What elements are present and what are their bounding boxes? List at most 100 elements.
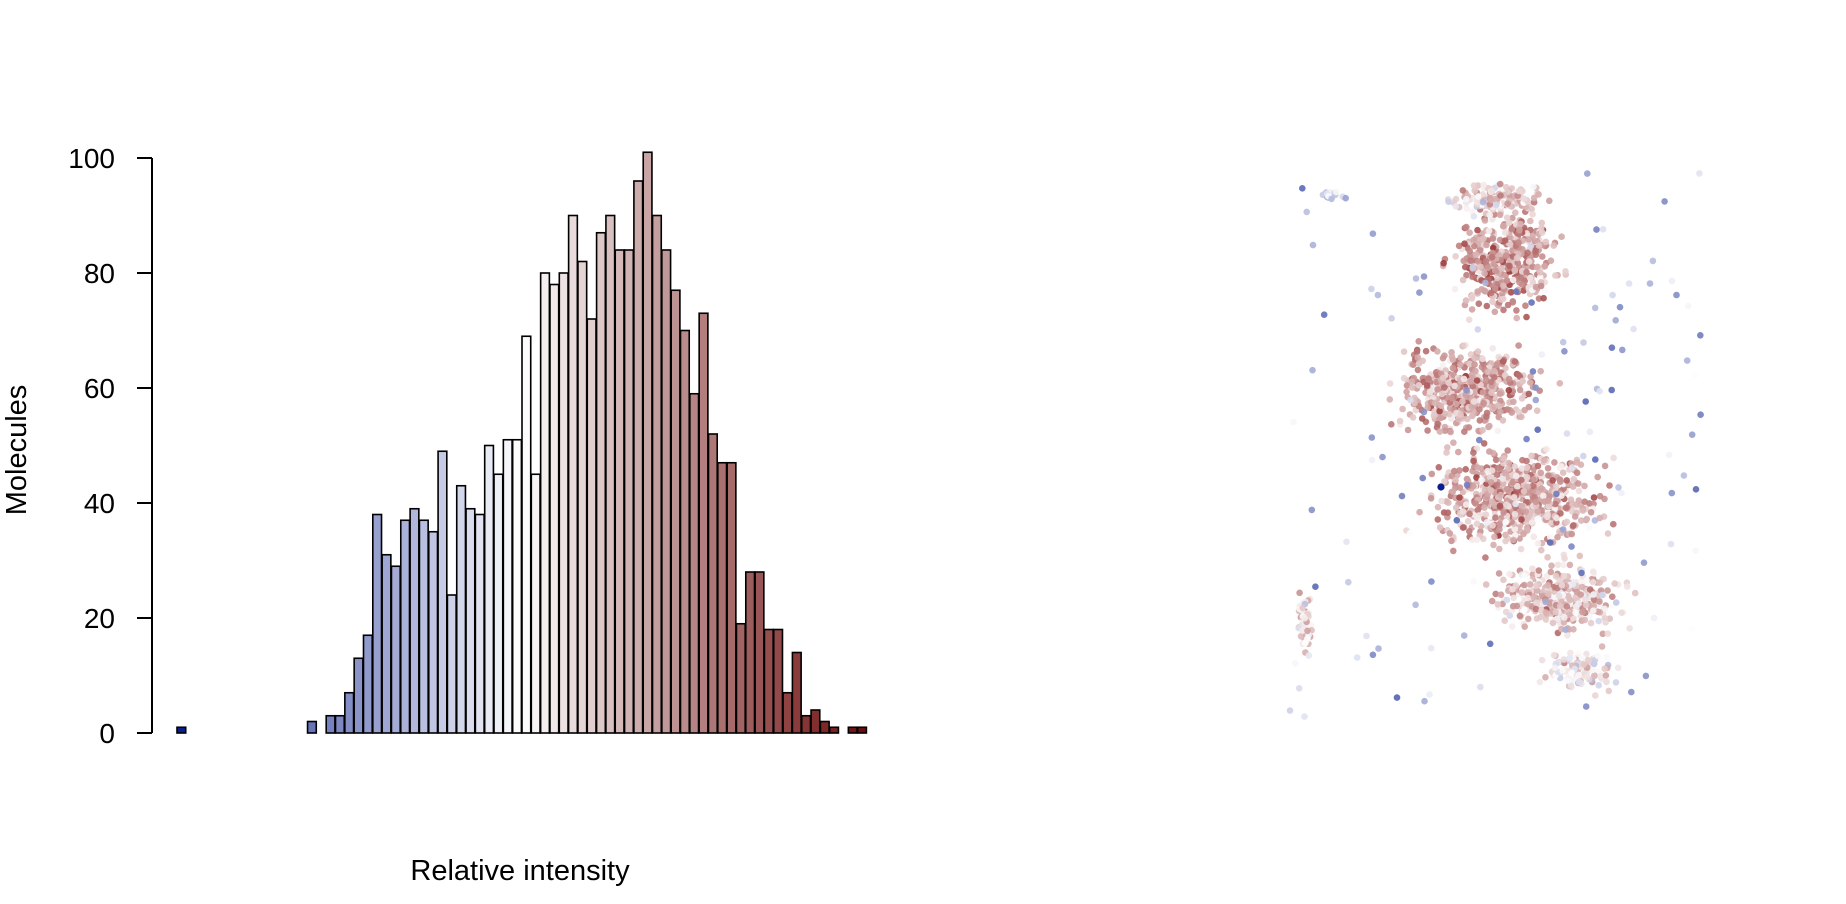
scatter-point xyxy=(1506,570,1513,578)
scatter-point xyxy=(1668,489,1676,497)
scatter-point xyxy=(1515,371,1522,379)
scatter-point xyxy=(1511,510,1519,518)
scatter-point xyxy=(1610,454,1617,462)
scatter-point xyxy=(1496,211,1504,219)
scatter-point xyxy=(1560,619,1568,626)
scatter-point xyxy=(1464,518,1472,525)
scatter-point xyxy=(1437,402,1445,410)
scatter-point xyxy=(1511,358,1519,365)
scatter-point xyxy=(1609,593,1616,600)
scatter-point xyxy=(1386,380,1394,387)
scatter-point xyxy=(1515,239,1522,246)
scatter-point xyxy=(1449,488,1457,496)
scatter-point xyxy=(1532,599,1540,606)
scatter-point xyxy=(1517,220,1524,228)
histogram-bar xyxy=(455,484,467,734)
scatter-point xyxy=(1512,472,1520,480)
scatter-point xyxy=(1580,661,1587,668)
scatter-point xyxy=(1529,211,1536,218)
scatter-point xyxy=(1416,289,1423,296)
scatter-point xyxy=(1414,366,1422,374)
scatter-point xyxy=(1606,482,1613,489)
scatter-point xyxy=(1489,345,1496,352)
scatter-point xyxy=(1449,364,1457,372)
scatter-point xyxy=(1462,501,1470,508)
scatter-point xyxy=(1463,205,1470,212)
scatter-point xyxy=(1505,375,1513,383)
scatter-point xyxy=(1576,552,1584,560)
scatter-point xyxy=(1499,600,1506,608)
scatter-point xyxy=(1476,247,1484,254)
scatter-point xyxy=(1486,448,1493,455)
scatter-point xyxy=(1582,703,1590,710)
scatter-point xyxy=(1560,572,1568,580)
scatter-point xyxy=(1570,626,1577,633)
scatter-point xyxy=(1496,526,1503,533)
scatter-point xyxy=(1424,427,1431,434)
histogram-bar xyxy=(614,249,625,734)
scatter-point xyxy=(1567,496,1575,504)
scatter-point xyxy=(1584,170,1591,177)
scatter-point xyxy=(1554,533,1561,541)
histogram-bar xyxy=(418,519,429,734)
histogram-bar xyxy=(381,553,392,734)
scatter-point xyxy=(1537,282,1545,290)
histogram-bar xyxy=(530,473,541,734)
scatter-point xyxy=(1562,626,1569,633)
scatter-point xyxy=(1400,374,1408,382)
scatter-point xyxy=(1475,193,1482,200)
histogram-bar xyxy=(856,726,868,734)
scatter-point xyxy=(1415,338,1422,345)
scatter-point xyxy=(1589,666,1596,674)
scatter-point xyxy=(1591,517,1599,524)
scatter-point xyxy=(1502,518,1509,526)
scatter-point xyxy=(1438,497,1445,505)
scatter-point xyxy=(1462,263,1469,271)
histogram-bar xyxy=(661,249,672,734)
scatter-point xyxy=(1536,269,1544,276)
scatter-point xyxy=(1533,582,1540,589)
scatter-point xyxy=(1407,396,1414,404)
scatter-point xyxy=(1521,606,1528,613)
scatter-point xyxy=(1471,242,1478,250)
scatter-point xyxy=(1434,386,1441,393)
scatter-point xyxy=(1540,492,1547,500)
histogram-bar xyxy=(176,726,187,734)
scatter-point xyxy=(1696,170,1703,177)
scatter-point xyxy=(1464,415,1471,423)
scatter-point xyxy=(1528,299,1535,306)
histogram-bar xyxy=(437,450,448,734)
scatter-point xyxy=(1525,258,1533,265)
scatter-point xyxy=(1610,520,1617,528)
scatter-point xyxy=(1590,602,1598,609)
scatter-point xyxy=(1558,463,1565,470)
scatter-point xyxy=(1486,422,1493,430)
scatter-point xyxy=(1532,384,1539,392)
scatter-point xyxy=(1601,462,1609,470)
scatter-point xyxy=(1472,251,1480,258)
scatter-point xyxy=(1560,561,1567,569)
scatter-point xyxy=(1499,480,1507,488)
scatter-point xyxy=(1577,517,1585,524)
scatter-point xyxy=(1593,226,1600,233)
scatter-point xyxy=(1586,428,1594,436)
scatter-point xyxy=(1478,476,1485,484)
histogram-bar xyxy=(828,726,840,734)
histogram-bar xyxy=(791,651,802,734)
histogram-bar xyxy=(744,571,756,734)
scatter-point xyxy=(1483,302,1491,310)
scatter-point xyxy=(1590,607,1597,614)
scatter-point xyxy=(1673,291,1680,299)
histogram-bar xyxy=(558,272,569,734)
scatter-point xyxy=(1516,612,1524,620)
scatter-point xyxy=(1482,554,1489,561)
scatter-point xyxy=(1519,378,1526,385)
scatter-point xyxy=(1489,522,1496,529)
scatter-point xyxy=(1448,353,1456,360)
scatter-point xyxy=(1547,568,1555,576)
scatter-point xyxy=(1473,474,1480,481)
scatter-point xyxy=(1468,306,1476,313)
scatter-point xyxy=(1590,500,1597,508)
scatter-point xyxy=(1618,489,1625,497)
scatter-point xyxy=(1538,656,1546,664)
